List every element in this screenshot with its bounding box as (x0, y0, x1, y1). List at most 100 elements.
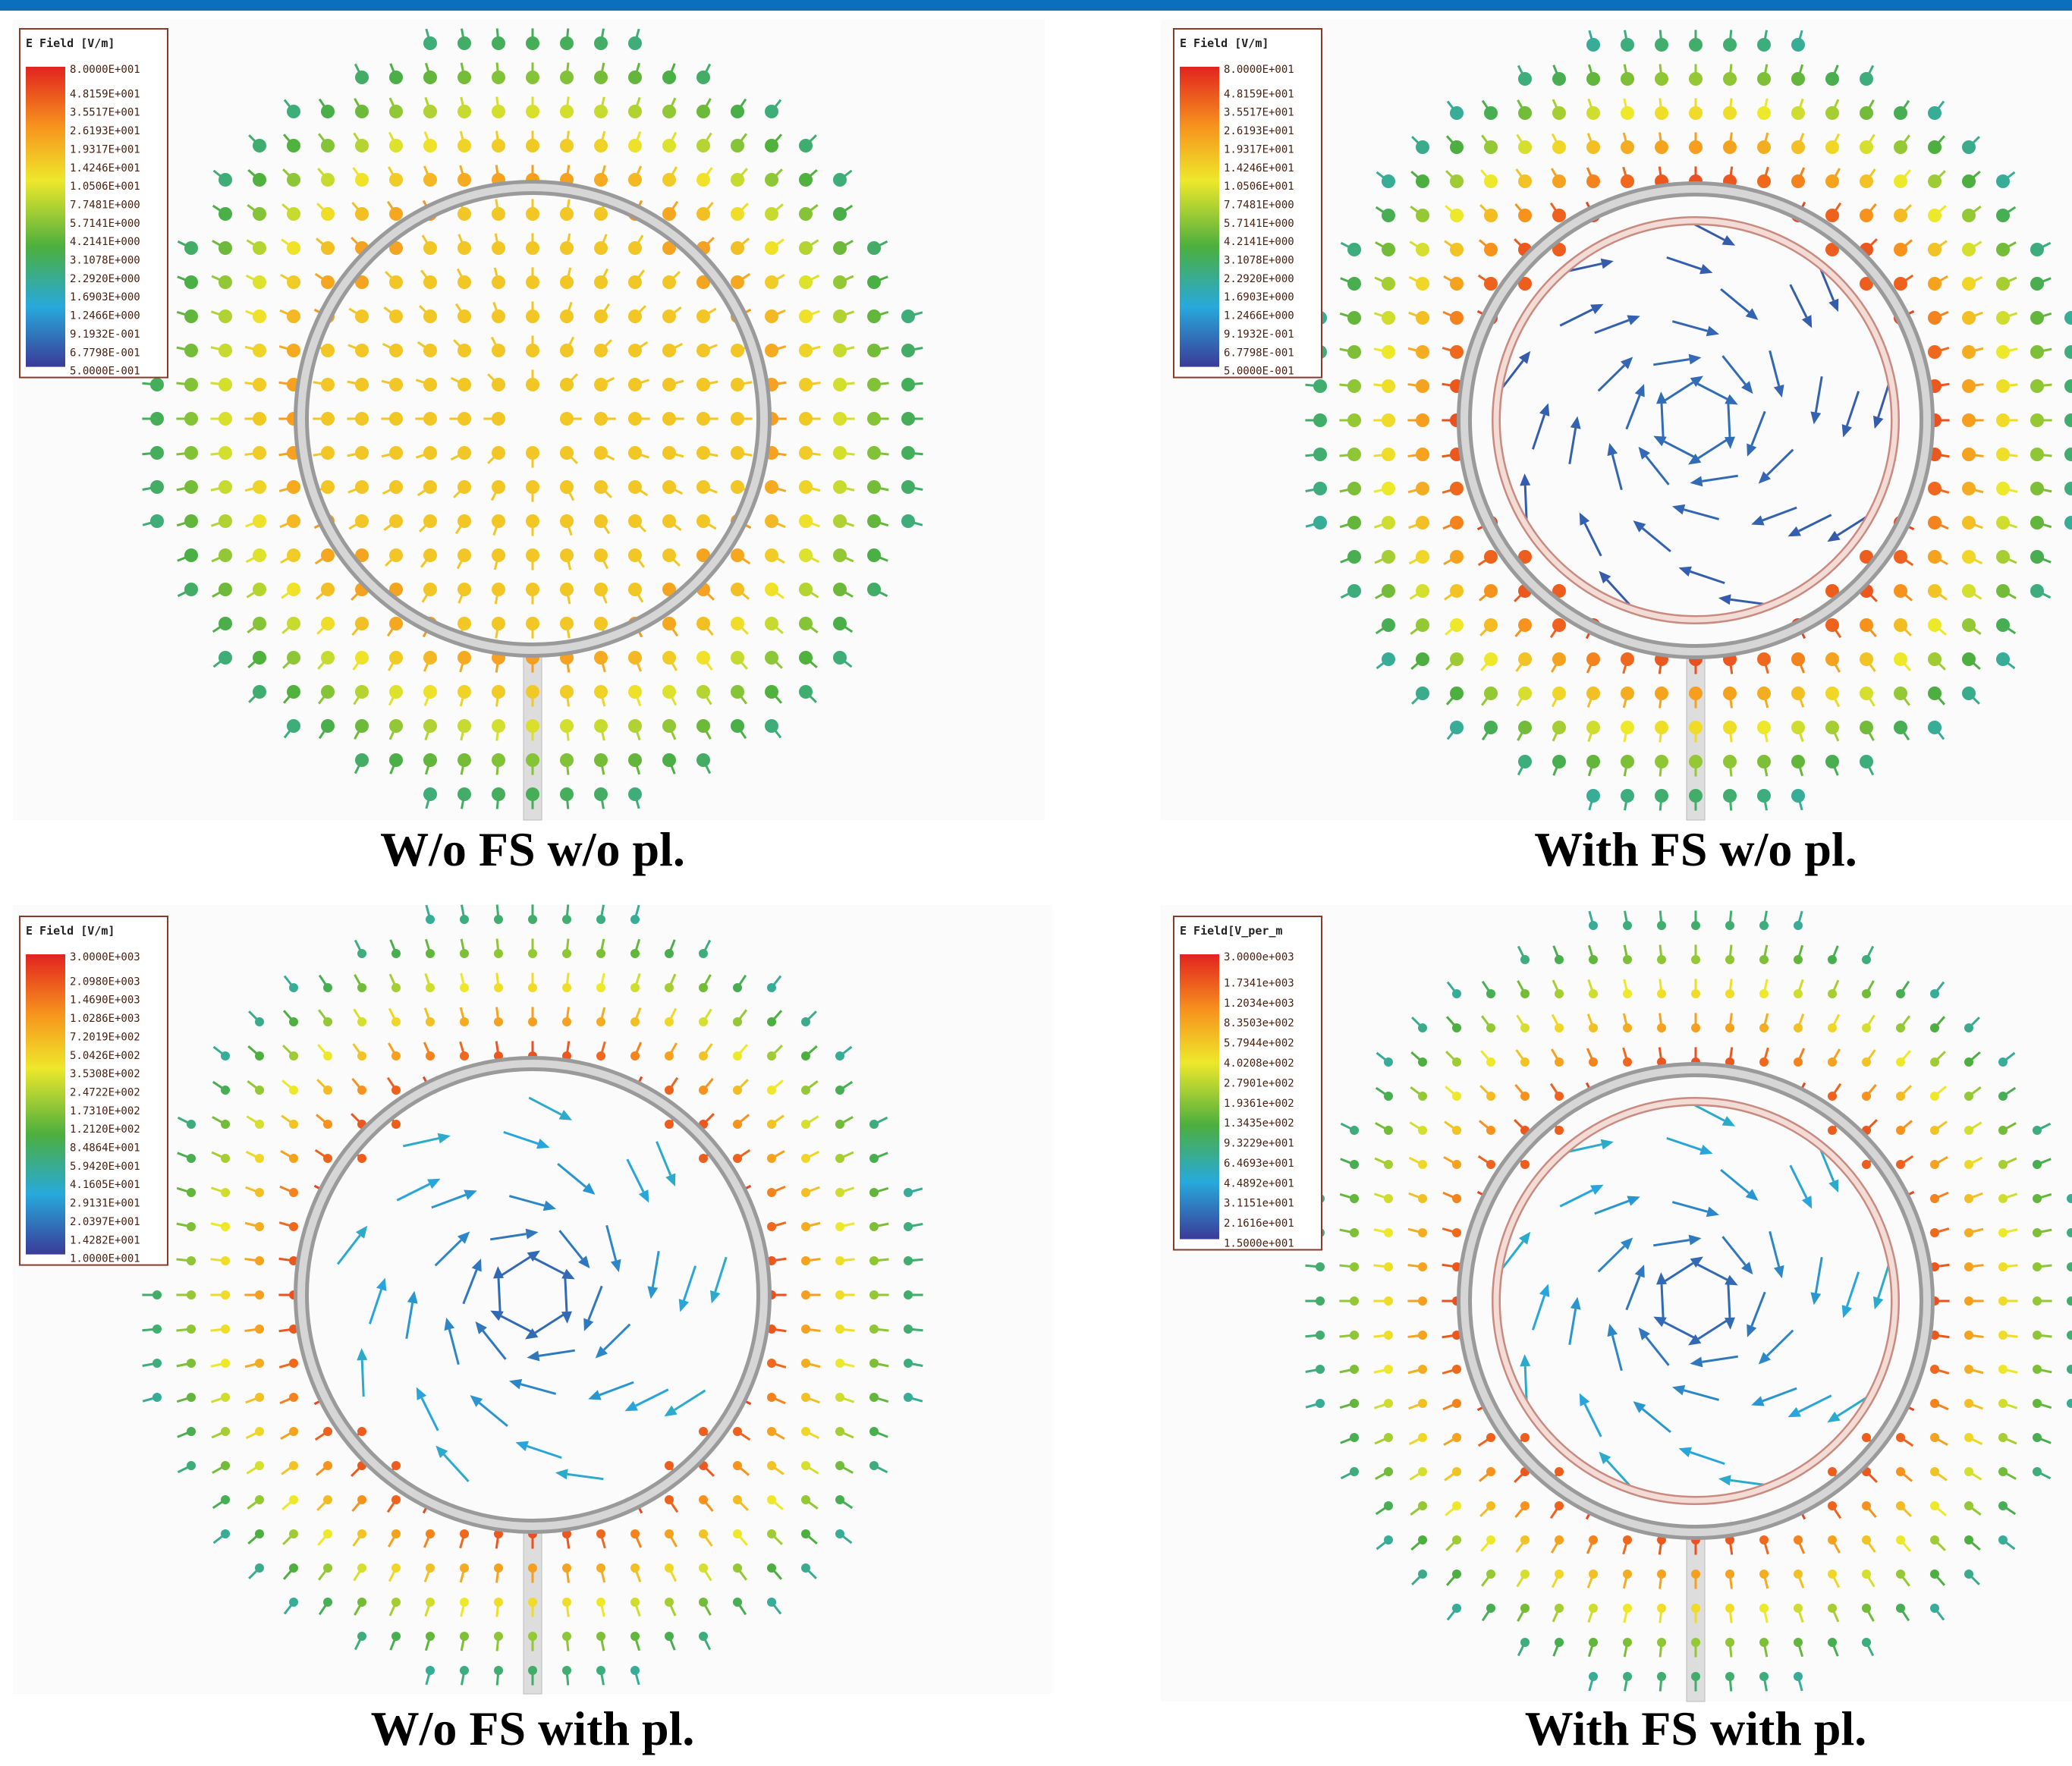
legend-value: 2.0980E+003 (70, 976, 140, 988)
field-dot (1382, 277, 1395, 291)
field-dot (1725, 1604, 1734, 1613)
field-dot (321, 241, 335, 255)
field-dot (184, 378, 198, 391)
field-dot (1996, 345, 2010, 359)
field-dot (1962, 652, 1976, 666)
field-dot (423, 241, 437, 255)
field-dot (765, 207, 778, 221)
field-dot (1520, 1160, 1530, 1169)
field-dot (1316, 1331, 1325, 1340)
field-dot (1930, 1570, 1939, 1579)
field-dot (457, 514, 471, 528)
field-dot (733, 1461, 742, 1470)
field-dot (767, 1529, 776, 1538)
field-dot (355, 514, 369, 528)
field-dot (1384, 1057, 1393, 1067)
field-dot (1998, 1467, 2008, 1476)
field-dot (187, 1120, 196, 1129)
field-dot (321, 685, 335, 699)
field-dot (1450, 482, 1464, 495)
field-dot (391, 1529, 401, 1538)
field-dot (1555, 1057, 1564, 1067)
field-dot (2033, 1331, 2042, 1340)
field-dot (1964, 1160, 1973, 1169)
field-dot (1862, 1535, 1871, 1544)
legend-value: 7.2019E+002 (70, 1031, 140, 1043)
field-dot (665, 1051, 674, 1061)
field-dot (1555, 1023, 1564, 1032)
legend-title: E Field [V/m] (26, 924, 115, 938)
field-dot (1555, 1126, 1564, 1135)
legend-value: 4.4892e+001 (1224, 1177, 1294, 1189)
field-dot (1555, 1535, 1564, 1544)
field-dot (289, 1086, 298, 1095)
legend-value: 4.2141E+000 (70, 236, 140, 248)
field-dot (801, 1120, 810, 1129)
field-dot (1586, 721, 1600, 734)
field-dot (187, 1154, 196, 1163)
field-dot (2030, 277, 2044, 291)
field-dot (1691, 1570, 1700, 1579)
field-dot (1486, 1433, 1495, 1442)
field-dot (457, 548, 471, 562)
field-dot (767, 1427, 776, 1436)
field-dot (460, 1598, 469, 1607)
field-dot (355, 310, 369, 323)
field-dot (869, 1256, 879, 1265)
field-dot (1996, 413, 2010, 427)
field-dot (731, 480, 744, 494)
field-dot (765, 139, 778, 152)
field-dot (1416, 209, 1429, 222)
field-dot (526, 685, 539, 699)
field-dot (1518, 687, 1532, 700)
field-dot (1316, 1399, 1325, 1408)
field-dot (1691, 1672, 1700, 1681)
field-dot (355, 378, 369, 391)
caption: With FS with pl. (1525, 1702, 1867, 1755)
field-dot (287, 719, 300, 733)
field-dot (1894, 209, 1907, 222)
field-dot (528, 1598, 537, 1607)
field-dot (801, 1529, 810, 1538)
field-dot (1860, 652, 1873, 666)
field-dot (323, 1563, 332, 1573)
field-dot (357, 983, 366, 992)
field-dot (321, 207, 335, 221)
legend-value: 5.9420E+001 (70, 1161, 140, 1173)
field-dot (355, 344, 369, 357)
field-dot (1313, 448, 1327, 461)
field-dot (1825, 106, 1839, 120)
field-dot (630, 1529, 640, 1538)
field-dot (1418, 1433, 1427, 1442)
field-dot (904, 1188, 913, 1197)
field-dot (1791, 72, 1805, 86)
field-dot (1552, 721, 1566, 734)
field-dot (628, 241, 642, 255)
field-dot (321, 548, 335, 562)
legend-value: 3.1078E+000 (1224, 255, 1294, 267)
field-dot (2033, 1126, 2042, 1135)
field-dot (1896, 1023, 1905, 1032)
field-dot (1723, 755, 1737, 768)
field-dot (1418, 1228, 1427, 1237)
field-dot (1486, 1092, 1495, 1101)
field-dot (1691, 989, 1700, 998)
field-dot (457, 139, 471, 152)
field-dot (1928, 687, 1942, 700)
field-dot (1452, 1433, 1461, 1442)
field-dot (1552, 174, 1566, 188)
field-dot (187, 1359, 196, 1368)
field-dot (1589, 1672, 1598, 1681)
field-dot (733, 1017, 742, 1026)
field-dot (1655, 72, 1668, 86)
field-dot (731, 275, 744, 289)
legend-value: 4.8159E+001 (1224, 88, 1294, 100)
field-dot (628, 139, 642, 152)
field-dot (699, 1427, 708, 1436)
legend-value: 2.0397E+001 (70, 1216, 140, 1228)
field-dot (253, 583, 266, 596)
field-dot (1520, 1433, 1530, 1442)
field-dot (457, 378, 471, 391)
field-dot (833, 446, 847, 460)
field-dot (904, 1256, 913, 1265)
